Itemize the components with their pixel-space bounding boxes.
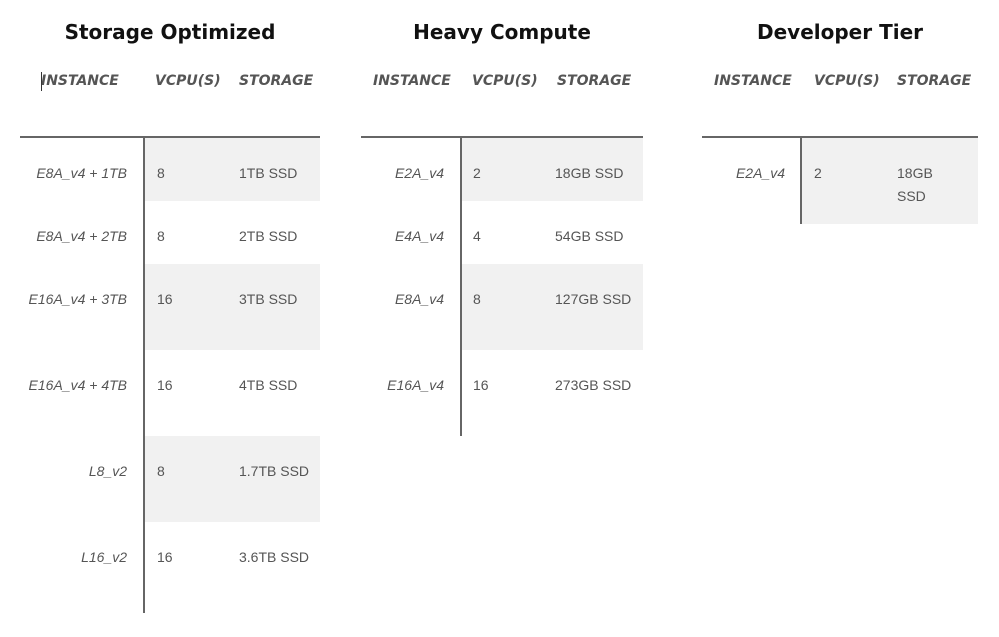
table-row: E16A_v4 + 4TB 16 4TB SSD bbox=[20, 350, 320, 436]
storage-cell: 2TB SSD bbox=[239, 228, 298, 244]
column-divider bbox=[460, 137, 462, 436]
storage-cell: 127GB SSD bbox=[555, 291, 632, 307]
instance-cell: E16A_v4 bbox=[387, 377, 444, 393]
row-shading bbox=[802, 138, 978, 224]
vcpu-cell: 8 bbox=[157, 463, 165, 479]
storage-cell: 18GB SSD bbox=[555, 165, 624, 181]
table-row: E2A_v4 2 18GB SSD bbox=[702, 138, 978, 224]
column-header-vcpu: VCPU(S) bbox=[814, 73, 880, 89]
vcpu-cell: 8 bbox=[473, 291, 481, 307]
instance-cell: E8A_v4 + 1TB bbox=[36, 165, 127, 181]
table-title: Heavy Compute bbox=[413, 20, 591, 44]
vcpu-cell: 16 bbox=[157, 377, 173, 393]
storage-cell: 4TB SSD bbox=[239, 377, 298, 393]
instance-cell: E2A_v4 bbox=[394, 165, 444, 181]
table-row: L8_v2 8 1.7TB SSD bbox=[20, 436, 320, 522]
header-divider bbox=[702, 136, 978, 138]
column-header-storage: STORAGE bbox=[239, 73, 314, 89]
vcpu-cell: 8 bbox=[157, 228, 165, 244]
table-title: Storage Optimized bbox=[64, 20, 276, 44]
row-shading bbox=[462, 138, 643, 201]
storage-cell: 1TB SSD bbox=[239, 165, 298, 181]
header-divider bbox=[20, 136, 320, 138]
instance-cell: E8A_v4 + 2TB bbox=[36, 228, 127, 244]
storage-cell: 18GB SSD bbox=[897, 165, 933, 204]
table-row: E8A_v4 + 2TB 8 2TB SSD bbox=[20, 201, 320, 264]
table-panel: Heavy Compute INSTANCE VCPU(S) STORAGE E2A_v… bbox=[361, 0, 643, 637]
table-row: E8A_v4 + 1TB 8 1TB SSD bbox=[20, 138, 320, 201]
storage-cell: 3.6TB SSD bbox=[239, 549, 310, 565]
row-shading bbox=[145, 264, 320, 350]
table-row: L16_v2 16 3.6TB SSD bbox=[20, 522, 320, 608]
vcpu-cell: 16 bbox=[157, 291, 173, 307]
table-row: E16A_v4 + 3TB 16 3TB SSD bbox=[20, 264, 320, 350]
column-header-vcpu: VCPU(S) bbox=[472, 73, 538, 89]
table-title: Developer Tier bbox=[757, 20, 923, 44]
column-divider bbox=[143, 137, 145, 613]
column-header-instance: INSTANCE bbox=[41, 73, 119, 89]
instance-cell: E16A_v4 + 4TB bbox=[28, 377, 127, 393]
vcpu-cell: 4 bbox=[473, 228, 481, 244]
column-header-instance: INSTANCE bbox=[714, 73, 792, 89]
table-panel: Storage Optimized INSTANCE VCPU(S) STORAGE E… bbox=[20, 0, 320, 637]
instance-cell: L8_v2 bbox=[88, 463, 127, 479]
table-row: E8A_v4 8 127GB SSD bbox=[361, 264, 643, 350]
text-cursor bbox=[41, 72, 42, 91]
storage-cell: 3TB SSD bbox=[239, 291, 298, 307]
row-shading bbox=[462, 264, 643, 350]
instance-cell: E8A_v4 bbox=[394, 291, 444, 307]
table-panel: Developer Tier INSTANCE VCPU(S) STORAGE E2A_… bbox=[702, 0, 978, 637]
row-shading bbox=[145, 436, 320, 522]
vcpu-cell: 8 bbox=[157, 165, 165, 181]
row-shading bbox=[145, 138, 320, 201]
table-row: E16A_v4 16 273GB SSD bbox=[361, 350, 643, 436]
column-header-vcpu: VCPU(S) bbox=[155, 73, 221, 89]
instance-cell: E16A_v4 + 3TB bbox=[28, 291, 127, 307]
storage-cell: 1.7TB SSD bbox=[239, 463, 310, 479]
instance-cell: E2A_v4 bbox=[735, 165, 785, 181]
column-header-instance: INSTANCE bbox=[373, 73, 451, 89]
storage-cell: 54GB SSD bbox=[555, 228, 624, 244]
instance-cell: L16_v2 bbox=[81, 549, 127, 565]
table-row: E4A_v4 4 54GB SSD bbox=[361, 201, 643, 264]
vcpu-cell: 16 bbox=[157, 549, 173, 565]
table-row: E2A_v4 2 18GB SSD bbox=[361, 138, 643, 201]
instance-cell: E4A_v4 bbox=[394, 228, 444, 244]
column-divider bbox=[800, 137, 802, 224]
column-header-storage: STORAGE bbox=[897, 73, 972, 89]
vcpu-cell: 16 bbox=[473, 377, 489, 393]
vcpu-cell: 2 bbox=[814, 165, 822, 181]
column-header-storage: STORAGE bbox=[557, 73, 632, 89]
vcpu-cell: 2 bbox=[473, 165, 481, 181]
header-divider bbox=[361, 136, 643, 138]
storage-cell: 273GB SSD bbox=[555, 377, 632, 393]
